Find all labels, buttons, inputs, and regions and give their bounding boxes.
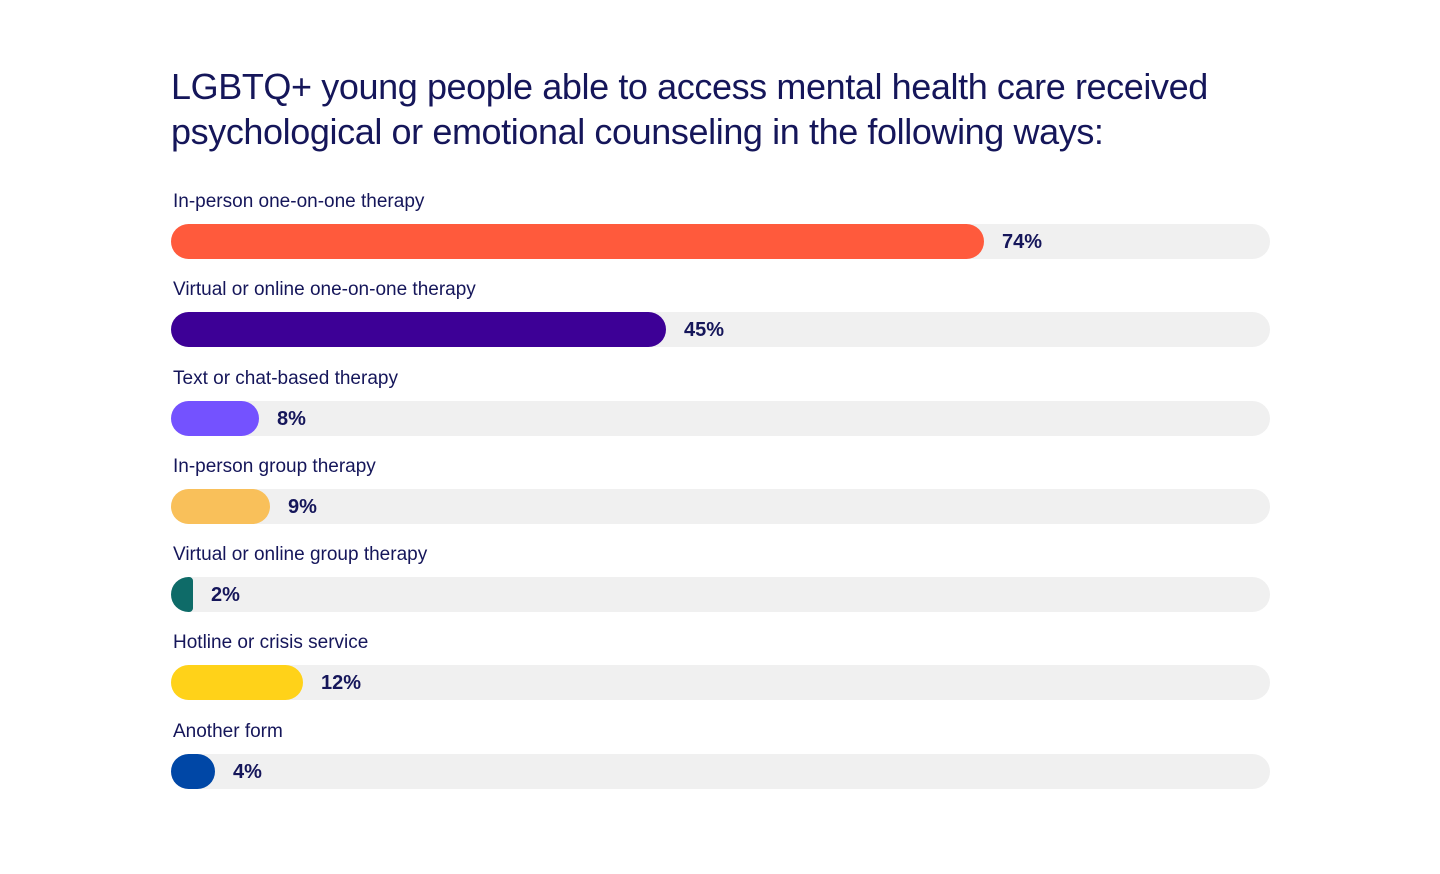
bar-row: Another form 4% [171,720,1271,808]
bar-row: In-person one-on-one therapy 74% [171,190,1271,278]
bar-track: 45% [171,312,1270,348]
bar-track: 8% [171,400,1270,436]
category-label: In-person one-on-one therapy [173,191,425,212]
value-label: 45% [684,319,725,342]
bar-track: 12% [171,665,1270,701]
chart-title: LGBTQ+ young people able to access menta… [171,66,1208,152]
bar-track: 2% [171,577,1270,613]
value-label: 12% [321,672,362,695]
bar [171,488,270,524]
category-label: Virtual or online one-on-one therapy [173,279,476,301]
bar-row: Hotline or crisis service 12% [171,631,1271,719]
bar-track: 74% [171,224,1270,259]
bar-row: Text or chat-based therapy 8% [171,367,1271,455]
value-label: 8% [277,407,306,430]
value-label: 4% [233,760,262,783]
category-label: Another form [173,720,283,742]
chart: LGBTQ+ young people able to access menta… [171,64,1271,808]
bar-track: 4% [171,753,1270,789]
bar-rows: In-person one-on-one therapy 74% Virtual o… [171,190,1271,808]
category-label: In-person group therapy [173,455,376,477]
category-label: Text or chat-based therapy [173,367,398,389]
value-label: 2% [211,584,240,607]
bar [171,312,666,348]
bar-row: Virtual or online group therapy 2% [171,543,1271,631]
bar [171,665,303,701]
bar-row: Virtual or online one-on-one therapy 45% [171,278,1271,366]
category-label: Hotline or crisis service [173,632,369,654]
bar-row: In-person group therapy 9% [171,455,1271,543]
value-label: 74% [1002,231,1043,253]
bar [171,753,215,789]
bar [171,577,193,613]
bar [171,224,984,259]
bar-track: 9% [171,488,1270,524]
bar [171,400,259,436]
value-label: 9% [288,495,317,518]
category-label: Virtual or online group therapy [173,544,428,566]
